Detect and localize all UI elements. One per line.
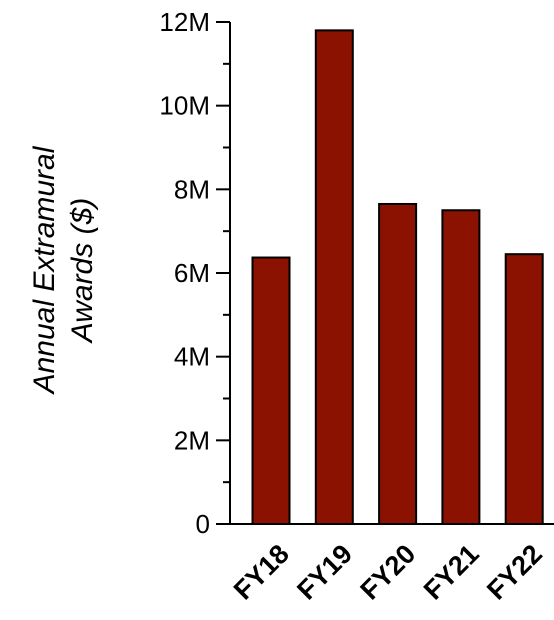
y-axis: 0 2M 4M 6M 8M 10M 12M [159,7,231,539]
x-tick-label: FY19 [291,539,358,606]
bar-fy21 [441,209,481,525]
y-tick-label: 4M [174,342,210,372]
bar-fy22 [504,253,544,526]
y-axis-title: Annual Extramural Awards ($) [28,145,99,395]
y-tick-label: 0 [196,509,210,539]
y-axis-label-line: Awards ($) [66,198,99,345]
x-tick-label: FY18 [228,539,295,606]
x-tick-label: FY20 [355,539,422,606]
y-tick-label: 8M [174,174,210,204]
y-tick-label: 12M [159,7,210,37]
y-axis-label: Annual Extramural Awards ($) [28,145,99,395]
bar-fy20 [378,202,418,525]
y-tick-label: 6M [174,258,210,288]
x-tick-label: FY21 [418,539,485,606]
bars [251,29,544,526]
y-tick-label: 2M [174,425,210,455]
bar-fy18 [251,256,291,525]
y-axis-label-line: Annual Extramural [28,145,61,395]
bar-fy19 [314,29,354,525]
x-tick-label: FY22 [481,539,548,606]
y-tick-label: 10M [159,91,210,121]
